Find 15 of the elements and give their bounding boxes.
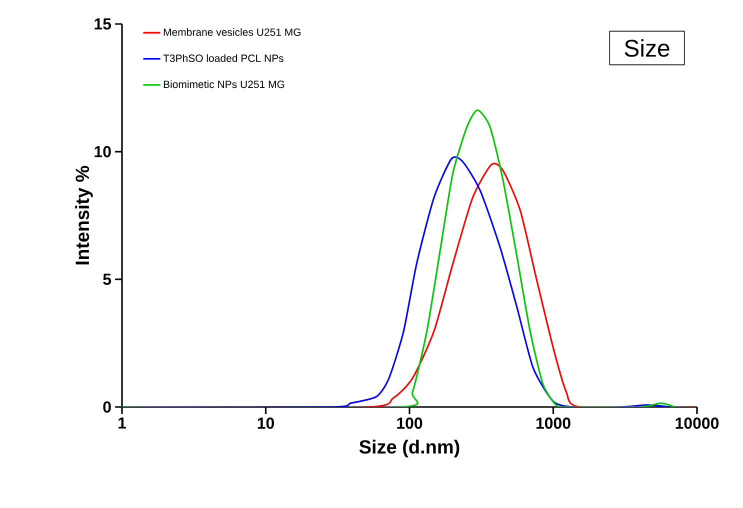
x-tick-label: 1000 (536, 418, 570, 429)
x-tick-label: 1 (118, 418, 126, 429)
legend-label: Biomimetic NPs U251 MG (164, 80, 284, 88)
x-tick-label: 10 (258, 418, 274, 429)
legend-label: Membrane vesicles U251 MG (164, 28, 301, 36)
y-tick-label: 10 (94, 146, 111, 158)
y-axis-title: Intensity % (75, 166, 93, 264)
x-tick-label: 100 (397, 418, 422, 429)
legend-label: T3PhSO loaded PCL NPs (163, 54, 284, 62)
y-tick-label: 5 (103, 274, 112, 285)
y-tick-label: 15 (94, 18, 112, 30)
annotation: Size (624, 39, 670, 57)
x-axis-title: Size (d.nm) (359, 440, 460, 458)
y-tick-label: 0 (103, 401, 111, 413)
x-tick-label: 10000 (676, 418, 719, 429)
